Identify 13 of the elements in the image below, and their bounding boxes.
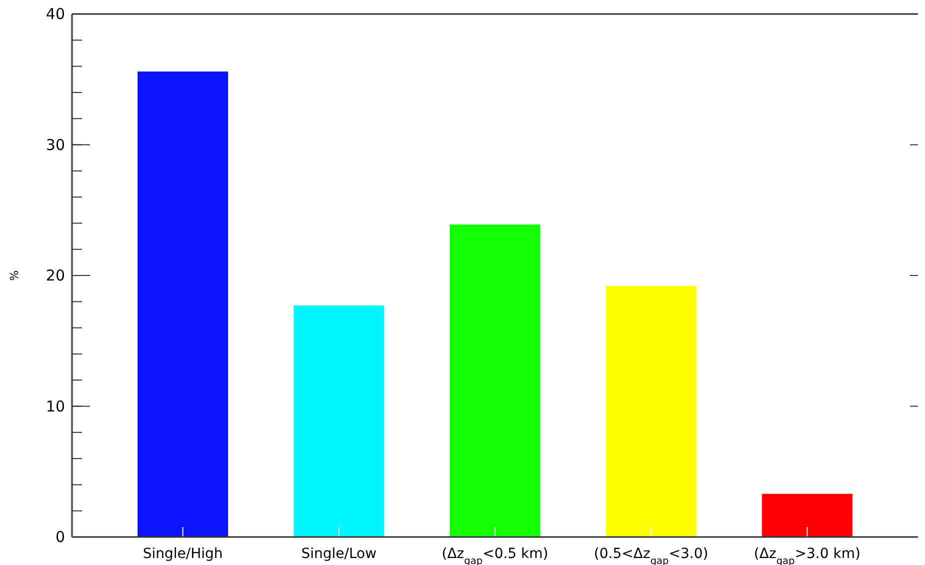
y-tick-label: 40 xyxy=(46,5,65,23)
y-tick-label: 20 xyxy=(46,266,65,284)
bar xyxy=(762,494,852,537)
bar xyxy=(450,224,540,537)
bar xyxy=(138,72,228,537)
x-tick-label: Single/High xyxy=(142,546,223,562)
bar xyxy=(606,286,696,537)
y-axis-title: % xyxy=(8,270,21,281)
y-tick-label: 10 xyxy=(46,397,65,416)
y-tick-label: 30 xyxy=(46,136,65,154)
x-tick-label: Single/Low xyxy=(301,546,377,562)
y-tick-label: 0 xyxy=(55,528,65,546)
bar xyxy=(294,306,384,537)
